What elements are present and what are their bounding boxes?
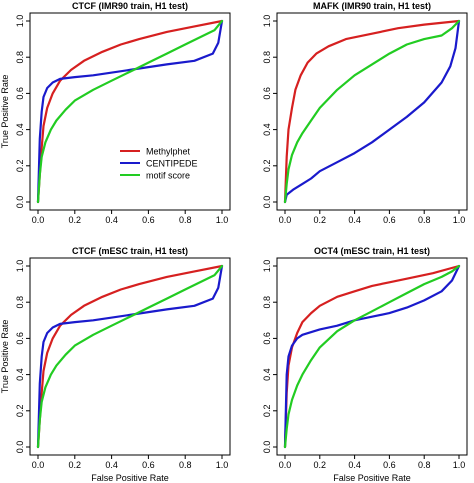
x-tick-label: 0.2 bbox=[314, 460, 327, 470]
y-tick-label: 0.8 bbox=[262, 296, 272, 309]
x-tick-label: 0.2 bbox=[69, 215, 82, 225]
x-tick-label: 1.0 bbox=[453, 460, 466, 470]
x-tick-label: 0.8 bbox=[179, 460, 192, 470]
y-tick-label: 0.2 bbox=[262, 160, 272, 173]
x-tick-label: 0.2 bbox=[69, 460, 82, 470]
series-line-methylphet bbox=[283, 19, 461, 204]
y-tick-label: 1.0 bbox=[15, 260, 25, 273]
legend: Methylphet CENTIPEDE motif score bbox=[120, 147, 198, 181]
x-tick-label: 0.8 bbox=[418, 215, 431, 225]
x-tick-label: 0.4 bbox=[105, 215, 118, 225]
plot-frame bbox=[276, 257, 468, 456]
y-tick-label: 0.4 bbox=[262, 368, 272, 381]
series-line-motif-score bbox=[36, 19, 224, 204]
x-tick-label: 0.6 bbox=[142, 460, 155, 470]
roc-panel-4: OCT4 (mESC train, H1 test) 0.0 0.2 0.4 0.6 0.… bbox=[262, 246, 468, 483]
series-line-motif-score bbox=[283, 19, 461, 204]
legend-label: motif score bbox=[146, 171, 190, 181]
plot-frame bbox=[29, 257, 231, 456]
series-line-centipede bbox=[36, 264, 224, 449]
x-tick-label: 0.0 bbox=[279, 460, 292, 470]
y-tick-label: 1.0 bbox=[262, 15, 272, 28]
series-line-methylphet bbox=[36, 264, 224, 449]
x-tick-label: 0.6 bbox=[142, 215, 155, 225]
legend-label: CENTIPEDE bbox=[146, 159, 198, 169]
series-line-centipede bbox=[36, 19, 224, 204]
y-tick-label: 0.6 bbox=[262, 87, 272, 100]
x-tick-label: 0.4 bbox=[348, 215, 361, 225]
x-tick-label: 0.8 bbox=[179, 215, 192, 225]
series-line-centipede bbox=[283, 19, 461, 204]
y-axis-label: True Positive Rate bbox=[0, 75, 10, 149]
y-tick-label: 0.6 bbox=[15, 332, 25, 345]
y-tick-label: 0.4 bbox=[15, 368, 25, 381]
y-tick-label: 0.2 bbox=[15, 405, 25, 418]
y-tick-label: 0.0 bbox=[15, 441, 25, 454]
legend-label: Methylphet bbox=[146, 147, 191, 157]
y-axis-label: True Positive Rate bbox=[0, 320, 10, 394]
series-line-motif-score bbox=[283, 264, 461, 449]
y-tick-label: 0.8 bbox=[15, 296, 25, 309]
y-tick-label: 0.4 bbox=[262, 123, 272, 136]
x-tick-label: 0.2 bbox=[314, 215, 327, 225]
panel-title: CTCF (IMR90 train, H1 test) bbox=[72, 1, 188, 11]
roc-panel-1: CTCF (IMR90 train, H1 test) 0.0 0.2 0.4 0.6 0… bbox=[0, 1, 231, 225]
x-tick-label: 0.0 bbox=[279, 215, 292, 225]
x-tick-label: 0.0 bbox=[32, 460, 45, 470]
x-axis-label: False Positive Rate bbox=[333, 473, 411, 483]
y-tick-label: 0.8 bbox=[262, 51, 272, 64]
x-tick-label: 0.6 bbox=[383, 215, 396, 225]
y-tick-label: 0.6 bbox=[15, 87, 25, 100]
y-tick-label: 0.0 bbox=[262, 196, 272, 209]
y-tick-label: 0.0 bbox=[262, 441, 272, 454]
series-line-motif-score bbox=[36, 264, 224, 449]
x-tick-label: 1.0 bbox=[453, 215, 466, 225]
series-line-methylphet bbox=[36, 19, 224, 204]
plot-frame bbox=[29, 12, 231, 211]
y-tick-label: 0.2 bbox=[262, 405, 272, 418]
x-tick-label: 0.8 bbox=[418, 460, 431, 470]
y-tick-label: 1.0 bbox=[262, 260, 272, 273]
x-axis-label: False Positive Rate bbox=[91, 473, 169, 483]
plot-frame bbox=[276, 12, 468, 211]
y-tick-label: 0.8 bbox=[15, 51, 25, 64]
series-line-methylphet bbox=[283, 264, 461, 449]
series-line-centipede bbox=[283, 264, 461, 449]
y-tick-label: 0.0 bbox=[15, 196, 25, 209]
y-tick-label: 1.0 bbox=[15, 15, 25, 28]
x-tick-label: 1.0 bbox=[216, 215, 229, 225]
x-tick-label: 0.0 bbox=[32, 215, 45, 225]
panel-title: CTCF (mESC train, H1 test) bbox=[72, 246, 188, 256]
panel-title: OCT4 (mESC train, H1 test) bbox=[314, 246, 430, 256]
y-tick-label: 0.4 bbox=[15, 123, 25, 136]
y-tick-label: 0.2 bbox=[15, 160, 25, 173]
x-tick-label: 0.4 bbox=[348, 460, 361, 470]
x-tick-label: 0.4 bbox=[105, 460, 118, 470]
roc-panel-2: MAFK (IMR90 train, H1 test) 0.0 0.2 0.4 0.6 0… bbox=[262, 1, 468, 225]
x-tick-label: 1.0 bbox=[216, 460, 229, 470]
roc-panel-3: CTCF (mESC train, H1 test) 0.0 0.2 0.4 0.6 0.… bbox=[0, 246, 231, 483]
panel-title: MAFK (IMR90 train, H1 test) bbox=[313, 1, 431, 11]
x-tick-label: 0.6 bbox=[383, 460, 396, 470]
y-tick-label: 0.6 bbox=[262, 332, 272, 345]
